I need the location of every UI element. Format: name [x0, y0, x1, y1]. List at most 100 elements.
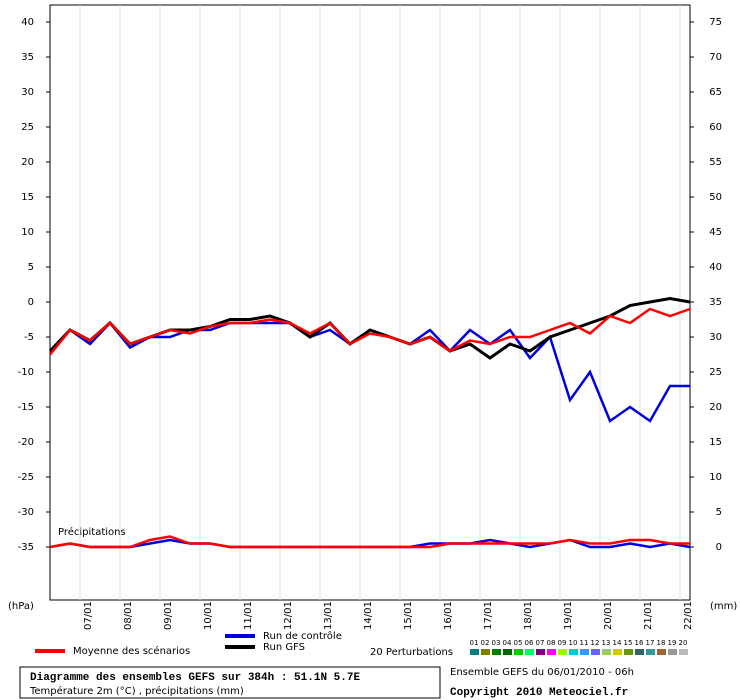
member-swatch [635, 649, 644, 655]
y-tick-label: -35 [18, 542, 34, 553]
member-label: 20 [679, 639, 688, 647]
y-tick-label: 25 [21, 122, 34, 133]
y2-axis-label: (mm) [710, 601, 737, 612]
y-tick-label: -15 [18, 402, 34, 413]
member-label: 04 [503, 639, 512, 647]
x-tick-label: 15/01 [403, 601, 414, 630]
chart-title: Diagramme des ensembles GEFS sur 384h : … [30, 672, 360, 684]
y2-tick-label: 20 [709, 402, 722, 413]
y-tick-label: -5 [24, 332, 34, 343]
y2-tick-label: 35 [709, 297, 722, 308]
x-tick-label: 10/01 [203, 601, 214, 630]
member-swatch [679, 649, 688, 655]
x-tick-label: 17/01 [483, 601, 494, 630]
y-tick-label: -20 [18, 437, 34, 448]
member-label: 18 [657, 639, 666, 647]
member-label: 05 [514, 639, 523, 647]
y2-tick-label: 45 [709, 227, 722, 238]
x-tick-label: 14/01 [363, 601, 374, 630]
plot-frame [49, 4, 691, 601]
y2-tick-label: 10 [709, 472, 722, 483]
member-label: 11 [580, 639, 589, 647]
member-label: 06 [525, 639, 534, 647]
member-label: 19 [668, 639, 677, 647]
member-label: 12 [591, 639, 600, 647]
copyright: Copyright 2010 Meteociel.fr [450, 687, 628, 699]
member-swatch [492, 649, 501, 655]
x-tick-label: 12/01 [283, 601, 294, 630]
member-swatch [503, 649, 512, 655]
member-label: 17 [646, 639, 655, 647]
y-tick-label: 35 [21, 52, 34, 63]
y2-tick-label: 30 [709, 332, 722, 343]
y2-tick-label: 5 [716, 507, 722, 518]
member-swatch [470, 649, 479, 655]
member-label: 16 [635, 639, 644, 647]
member-label: 02 [481, 639, 490, 647]
member-label: 15 [624, 639, 633, 647]
chart-subtitle: Température 2m (°C) , précipitations (mm… [29, 685, 244, 697]
member-label: 14 [613, 639, 622, 647]
y-tick-label: 40 [21, 17, 34, 28]
x-tick-label: 07/01 [83, 601, 94, 630]
x-tick-label: 22/01 [683, 601, 694, 630]
x-tick-label: 16/01 [443, 601, 454, 630]
member-label: 09 [558, 639, 567, 647]
member-swatch [569, 649, 578, 655]
title-box [19, 666, 441, 699]
member-swatch [525, 649, 534, 655]
member-swatch [624, 649, 633, 655]
member-swatch [657, 649, 666, 655]
y2-tick-label: 75 [709, 17, 722, 28]
x-tick-label: 19/01 [563, 601, 574, 630]
x-tick-label: 20/01 [603, 601, 614, 630]
member-label: 10 [569, 639, 578, 647]
y-tick-label: -25 [18, 472, 34, 483]
x-tick-label: 08/01 [123, 601, 134, 630]
y-axis-label: (hPa) [8, 601, 34, 612]
x-tick-label: 13/01 [323, 601, 334, 630]
legend-label: Moyenne des scénarios [73, 645, 190, 657]
y2-tick-label: 65 [709, 87, 722, 98]
y-tick-label: 20 [21, 157, 34, 168]
y-tick-label: 10 [21, 227, 34, 238]
member-label: 01 [470, 639, 479, 647]
y2-tick-label: 60 [709, 122, 722, 133]
series-line [48, 296, 691, 360]
member-swatch [602, 649, 611, 655]
legend-label: Run GFS [263, 642, 305, 653]
x-tick-label: 09/01 [163, 601, 174, 630]
member-label: 08 [547, 639, 556, 647]
member-swatch [514, 649, 523, 655]
precip-label: Précipitations [58, 526, 126, 538]
member-label: 07 [536, 639, 545, 647]
member-swatch [536, 649, 545, 655]
series-line [49, 307, 691, 356]
y-tick-label: 0 [28, 297, 34, 308]
member-swatch [646, 649, 655, 655]
y-tick-label: -30 [18, 507, 34, 518]
run-info: Ensemble GEFS du 06/01/2010 - 06h [450, 667, 634, 678]
x-tick-label: 18/01 [523, 601, 534, 630]
y-tick-label: 30 [21, 87, 34, 98]
y-tick-label: -10 [18, 367, 34, 378]
legend-label: Run de contrôle [263, 630, 342, 642]
y2-tick-label: 15 [709, 437, 722, 448]
y2-tick-label: 25 [709, 367, 722, 378]
y2-tick-label: 70 [709, 52, 722, 63]
y2-tick-label: 55 [709, 157, 722, 168]
member-swatch [547, 649, 556, 655]
member-swatch [481, 649, 490, 655]
member-swatch [558, 649, 567, 655]
y-tick-label: 15 [21, 192, 34, 203]
member-swatch [613, 649, 622, 655]
series-line [49, 535, 690, 549]
y2-tick-label: 50 [709, 192, 722, 203]
member-swatch [580, 649, 589, 655]
x-tick-label: 21/01 [643, 601, 654, 630]
member-swatch [591, 649, 600, 655]
y2-tick-label: 40 [709, 262, 722, 273]
perturbations-label: 20 Perturbations [370, 647, 453, 658]
member-label: 03 [492, 639, 501, 647]
